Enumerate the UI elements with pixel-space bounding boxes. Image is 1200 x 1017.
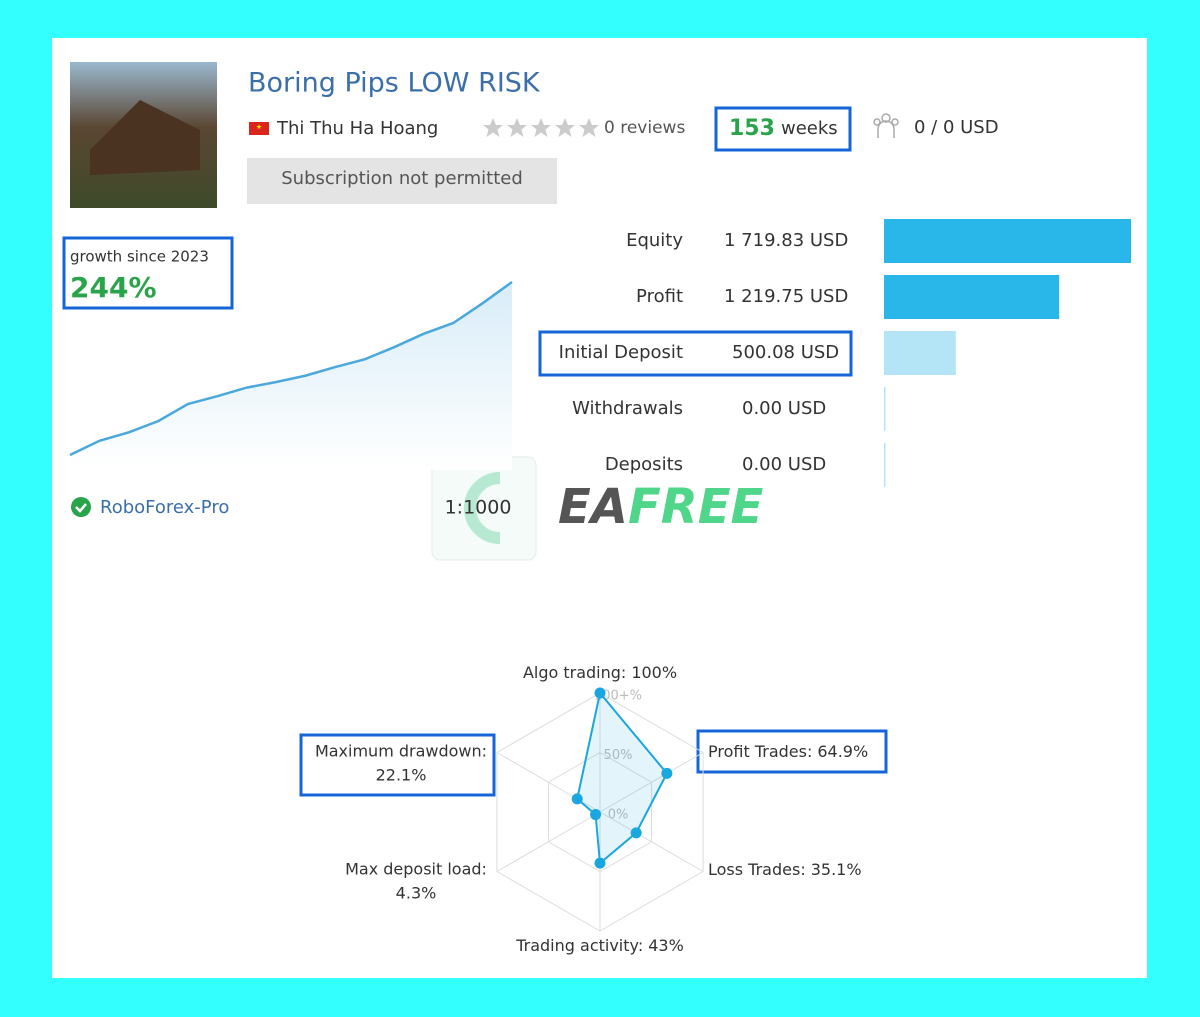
radar-point (571, 793, 583, 805)
balance-label: Deposits (605, 454, 683, 475)
highlight-box (714, 106, 852, 152)
watermark: EAFREE (558, 479, 763, 535)
rating-stars (483, 118, 599, 137)
radar-tick-label: 50% (604, 748, 633, 763)
balance-bar (884, 219, 1131, 263)
highlight-box (62, 236, 234, 310)
radar-spoke (599, 752, 704, 813)
balance-bar (884, 387, 886, 431)
radar-value-label: 43% (648, 936, 684, 955)
subscribers-icon (873, 113, 899, 138)
subscribe-button[interactable] (247, 158, 557, 204)
balance-label: Initial Deposit (559, 342, 683, 363)
balance-value: 1 719.83 USD (724, 230, 848, 251)
radar-label-name: Trading activity: (515, 936, 643, 955)
radar-point (590, 809, 602, 821)
flag (249, 122, 269, 135)
radar-label-name: Loss Trades: (708, 860, 806, 879)
balance-label: Withdrawals (572, 398, 683, 419)
balance-bar (884, 331, 956, 375)
balance-value: 500.08 USD (732, 342, 839, 363)
radar-value-label: 22.1% (376, 766, 427, 785)
signal-title[interactable]: Boring Pips LOW RISK (248, 68, 541, 99)
verified-icon (71, 497, 91, 517)
radar-label: Trading activity: 43% (515, 936, 684, 955)
author[interactable]: Thi Thu Ha Hoang (276, 118, 438, 139)
balance-value: 0.00 USD (742, 398, 826, 419)
radar-label: Maximum drawdown: (315, 742, 487, 761)
highlight-box (538, 330, 853, 377)
watermark-logo-shape (464, 472, 501, 544)
radar-label: Max deposit load: (345, 860, 487, 879)
growth-area (70, 282, 512, 470)
broker[interactable]: RoboForex-Pro (100, 497, 229, 518)
radar-label-name: Algo trading: (523, 663, 626, 682)
radar-point (594, 687, 606, 699)
balance-value: 1 219.75 USD (724, 286, 848, 307)
weeks-value: 153 (729, 116, 775, 141)
watermark-part: FREE (628, 479, 764, 535)
balance-value: 0.00 USD (742, 454, 826, 475)
balance-bar (884, 443, 886, 487)
watermark-part: EA (558, 479, 628, 535)
growth-line (69, 280, 513, 457)
avatar-house (90, 100, 200, 175)
radar-spoke (599, 811, 704, 872)
leverage: 1:1000 (445, 497, 512, 519)
radar-label: Algo trading: 100% (523, 663, 677, 682)
radar-spoke (496, 811, 601, 872)
balance-label: Profit (636, 286, 683, 307)
radar-spoke (496, 752, 601, 813)
radar-label: Profit Trades: 64.9% (708, 742, 868, 761)
radar-point (661, 767, 673, 779)
radar-point (630, 827, 642, 839)
verified-check (75, 503, 87, 513)
highlight-box (696, 729, 888, 774)
highlight-box (299, 733, 496, 797)
reviews[interactable]: 0 reviews (604, 118, 685, 138)
radar-label-name: Profit Trades: (708, 742, 812, 761)
subscribe-button-label[interactable]: Subscription not permitted (281, 168, 523, 189)
radar-value-label: 4.3% (396, 884, 437, 903)
weeks-unit: weeks (781, 118, 838, 139)
radar-value-label: 64.9% (817, 742, 868, 761)
subscribers: 0 / 0 USD (914, 117, 999, 138)
flag-star (256, 124, 262, 129)
balance-bar (884, 275, 1060, 319)
growth-label: growth since 2023 (70, 248, 209, 266)
radar-point (594, 857, 606, 869)
radar-value-label: 100% (631, 663, 677, 682)
growth-value: 244% (70, 271, 157, 304)
radar-value-label: 35.1% (811, 860, 862, 879)
radar-tick-label: 0% (608, 808, 629, 823)
radar-label: Loss Trades: 35.1% (708, 860, 862, 879)
balance-label: Equity (626, 230, 683, 251)
